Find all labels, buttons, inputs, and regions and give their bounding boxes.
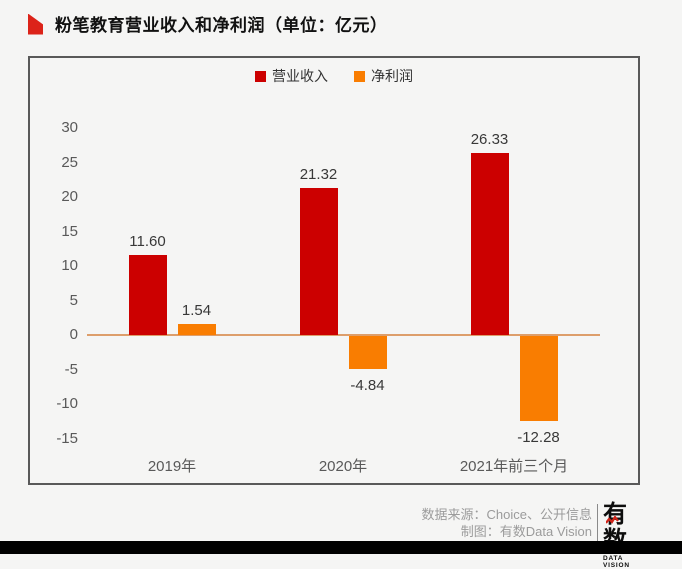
y-axis-tick-label: -15 bbox=[56, 429, 78, 447]
legend-label: 净利润 bbox=[371, 68, 413, 84]
y-axis-tick-label: 10 bbox=[61, 257, 78, 274]
brand-logo: 有数 DATA VISION bbox=[603, 502, 651, 569]
footer-credits: 数据来源：Choice、公开信息 制图：有数Data Vision bbox=[422, 506, 592, 540]
bar-净利润-2019年 bbox=[177, 324, 216, 335]
bar-营业收入-2019年 bbox=[128, 254, 167, 335]
y-axis-tick-label: -10 bbox=[56, 395, 78, 412]
zero-axis-line bbox=[87, 334, 600, 336]
page-title: 粉笔教育营业收入和净利润（单位：亿元） bbox=[55, 15, 388, 35]
x-axis-category-label: 2019年 bbox=[147, 458, 197, 475]
bar-value-label: 26.33 bbox=[470, 131, 509, 149]
y-axis-tick-label: 5 bbox=[69, 291, 78, 309]
legend-label: 营业收入 bbox=[272, 68, 328, 84]
footer-divider bbox=[597, 504, 598, 541]
y-axis-tick-label: 0 bbox=[69, 326, 78, 343]
data-source-text: 数据来源：Choice、公开信息 bbox=[421, 507, 592, 522]
bar-value-label: 1.54 bbox=[181, 302, 212, 320]
title-flag-icon bbox=[28, 13, 43, 35]
bar-value-label: -4.84 bbox=[350, 377, 385, 395]
x-axis-category-label: 2020年 bbox=[318, 458, 368, 475]
legend-item-0: 营业收入 bbox=[255, 66, 328, 86]
bottom-black-bar bbox=[0, 541, 682, 554]
y-axis-tick-label: 25 bbox=[61, 153, 78, 171]
bar-营业收入-2020年 bbox=[299, 187, 338, 335]
y-axis-tick-label: 30 bbox=[61, 119, 78, 136]
bar-营业收入-2021年前三个月 bbox=[470, 153, 509, 335]
legend-item-1: 净利润 bbox=[354, 66, 413, 86]
x-axis-category-label: 2021年前三个月 bbox=[459, 458, 569, 475]
brand-logo-subtext: DATA VISION bbox=[603, 555, 630, 569]
bar-净利润-2021年前三个月 bbox=[519, 336, 558, 421]
chart-credit-text: 制图：有数Data Vision bbox=[460, 524, 592, 539]
legend-swatch-icon bbox=[354, 70, 365, 82]
bar-value-label: 11.60 bbox=[129, 232, 166, 250]
legend-swatch-icon bbox=[255, 70, 266, 82]
bar-value-label: -12.28 bbox=[517, 428, 560, 446]
y-axis-tick-label: -5 bbox=[64, 360, 78, 378]
header: 粉笔教育营业收入和净利润（单位：亿元） bbox=[28, 8, 388, 38]
plot-area: 30 25 20 15 10 5 0 -5 -10 -15 11.60 21.32 26.33 1.54 -… bbox=[30, 58, 638, 483]
chart-frame: 营业收入 净利润 30 25 20 15 10 5 0 -5 -10 -15 11.60 21.32 26… bbox=[28, 56, 640, 485]
chart-legend: 营业收入 净利润 bbox=[30, 66, 638, 86]
bar-净利润-2020年 bbox=[348, 336, 387, 370]
logo-zigzag-icon bbox=[606, 516, 619, 524]
y-axis-tick-label: 20 bbox=[61, 188, 78, 205]
y-axis-tick-label: 15 bbox=[61, 222, 78, 240]
bar-value-label: 21.32 bbox=[299, 165, 338, 183]
